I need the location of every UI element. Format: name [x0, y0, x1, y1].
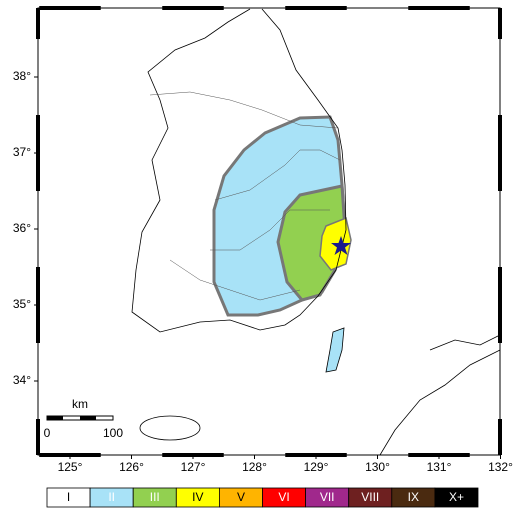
- jeju-island: [139, 415, 201, 441]
- lat-label: 35°: [13, 297, 31, 311]
- frame-segment: [285, 6, 347, 10]
- legend-label: IX: [408, 490, 419, 504]
- scale-unit: km: [72, 397, 88, 411]
- frame-segment: [498, 267, 502, 343]
- intensity-legend: I II III IV V VI VII VIII IX X+: [46, 487, 479, 508]
- frame-segment: [408, 6, 470, 10]
- frame-segment: [36, 419, 40, 455]
- zone-iii: [276, 184, 347, 302]
- lon-label: 126°: [119, 460, 144, 474]
- lat-label: 34°: [13, 373, 31, 387]
- legend-label: X+: [449, 490, 464, 504]
- scale-label: 0: [44, 426, 51, 440]
- lat-label: 37°: [13, 145, 31, 159]
- lat-label: 38°: [13, 69, 31, 83]
- frame-segment: [36, 8, 40, 39]
- frame-segment: [498, 115, 502, 191]
- legend-label: V: [237, 490, 245, 504]
- coastline: [131, 8, 347, 333]
- lon-label: 132°: [488, 460, 513, 474]
- admin-border: [210, 209, 330, 251]
- lon-label: 131°: [427, 460, 452, 474]
- admin-border: [149, 91, 339, 129]
- lon-label: 129°: [304, 460, 329, 474]
- epicenter-star: [331, 236, 351, 255]
- legend-label: III: [150, 490, 160, 504]
- scale-bar-segment: [47, 416, 63, 420]
- legend-swatch: [434, 487, 479, 508]
- frame-segment: [498, 419, 502, 455]
- frame-segment: [162, 6, 224, 10]
- admin-border: [169, 259, 301, 301]
- legend-label: VIII: [361, 490, 379, 504]
- lon-label: 128°: [242, 460, 267, 474]
- lon-label: 125°: [58, 460, 83, 474]
- axis-labels: 125° 126° 127° 128° 129° 130° 131° 132° 38° 37° 36…: [13, 69, 513, 474]
- legend-label: II: [108, 490, 115, 504]
- legend-label: IV: [192, 490, 203, 504]
- japan-coast: [379, 349, 501, 456]
- japan-coast: [429, 334, 501, 351]
- tsushima-island: [325, 327, 345, 373]
- lon-label: 127°: [181, 460, 206, 474]
- admin-border: [214, 149, 341, 201]
- scale-label: 100: [103, 426, 123, 440]
- lon-label: 130°: [365, 460, 390, 474]
- legend-label: I: [67, 490, 70, 504]
- legend-label: VI: [278, 490, 289, 504]
- lat-label: 36°: [13, 221, 31, 235]
- legend-label: VII: [320, 490, 335, 504]
- frame-segment: [39, 6, 101, 10]
- frame-segment: [498, 8, 502, 39]
- scale-bar-segment: [80, 416, 96, 420]
- map-frame: [37, 7, 501, 456]
